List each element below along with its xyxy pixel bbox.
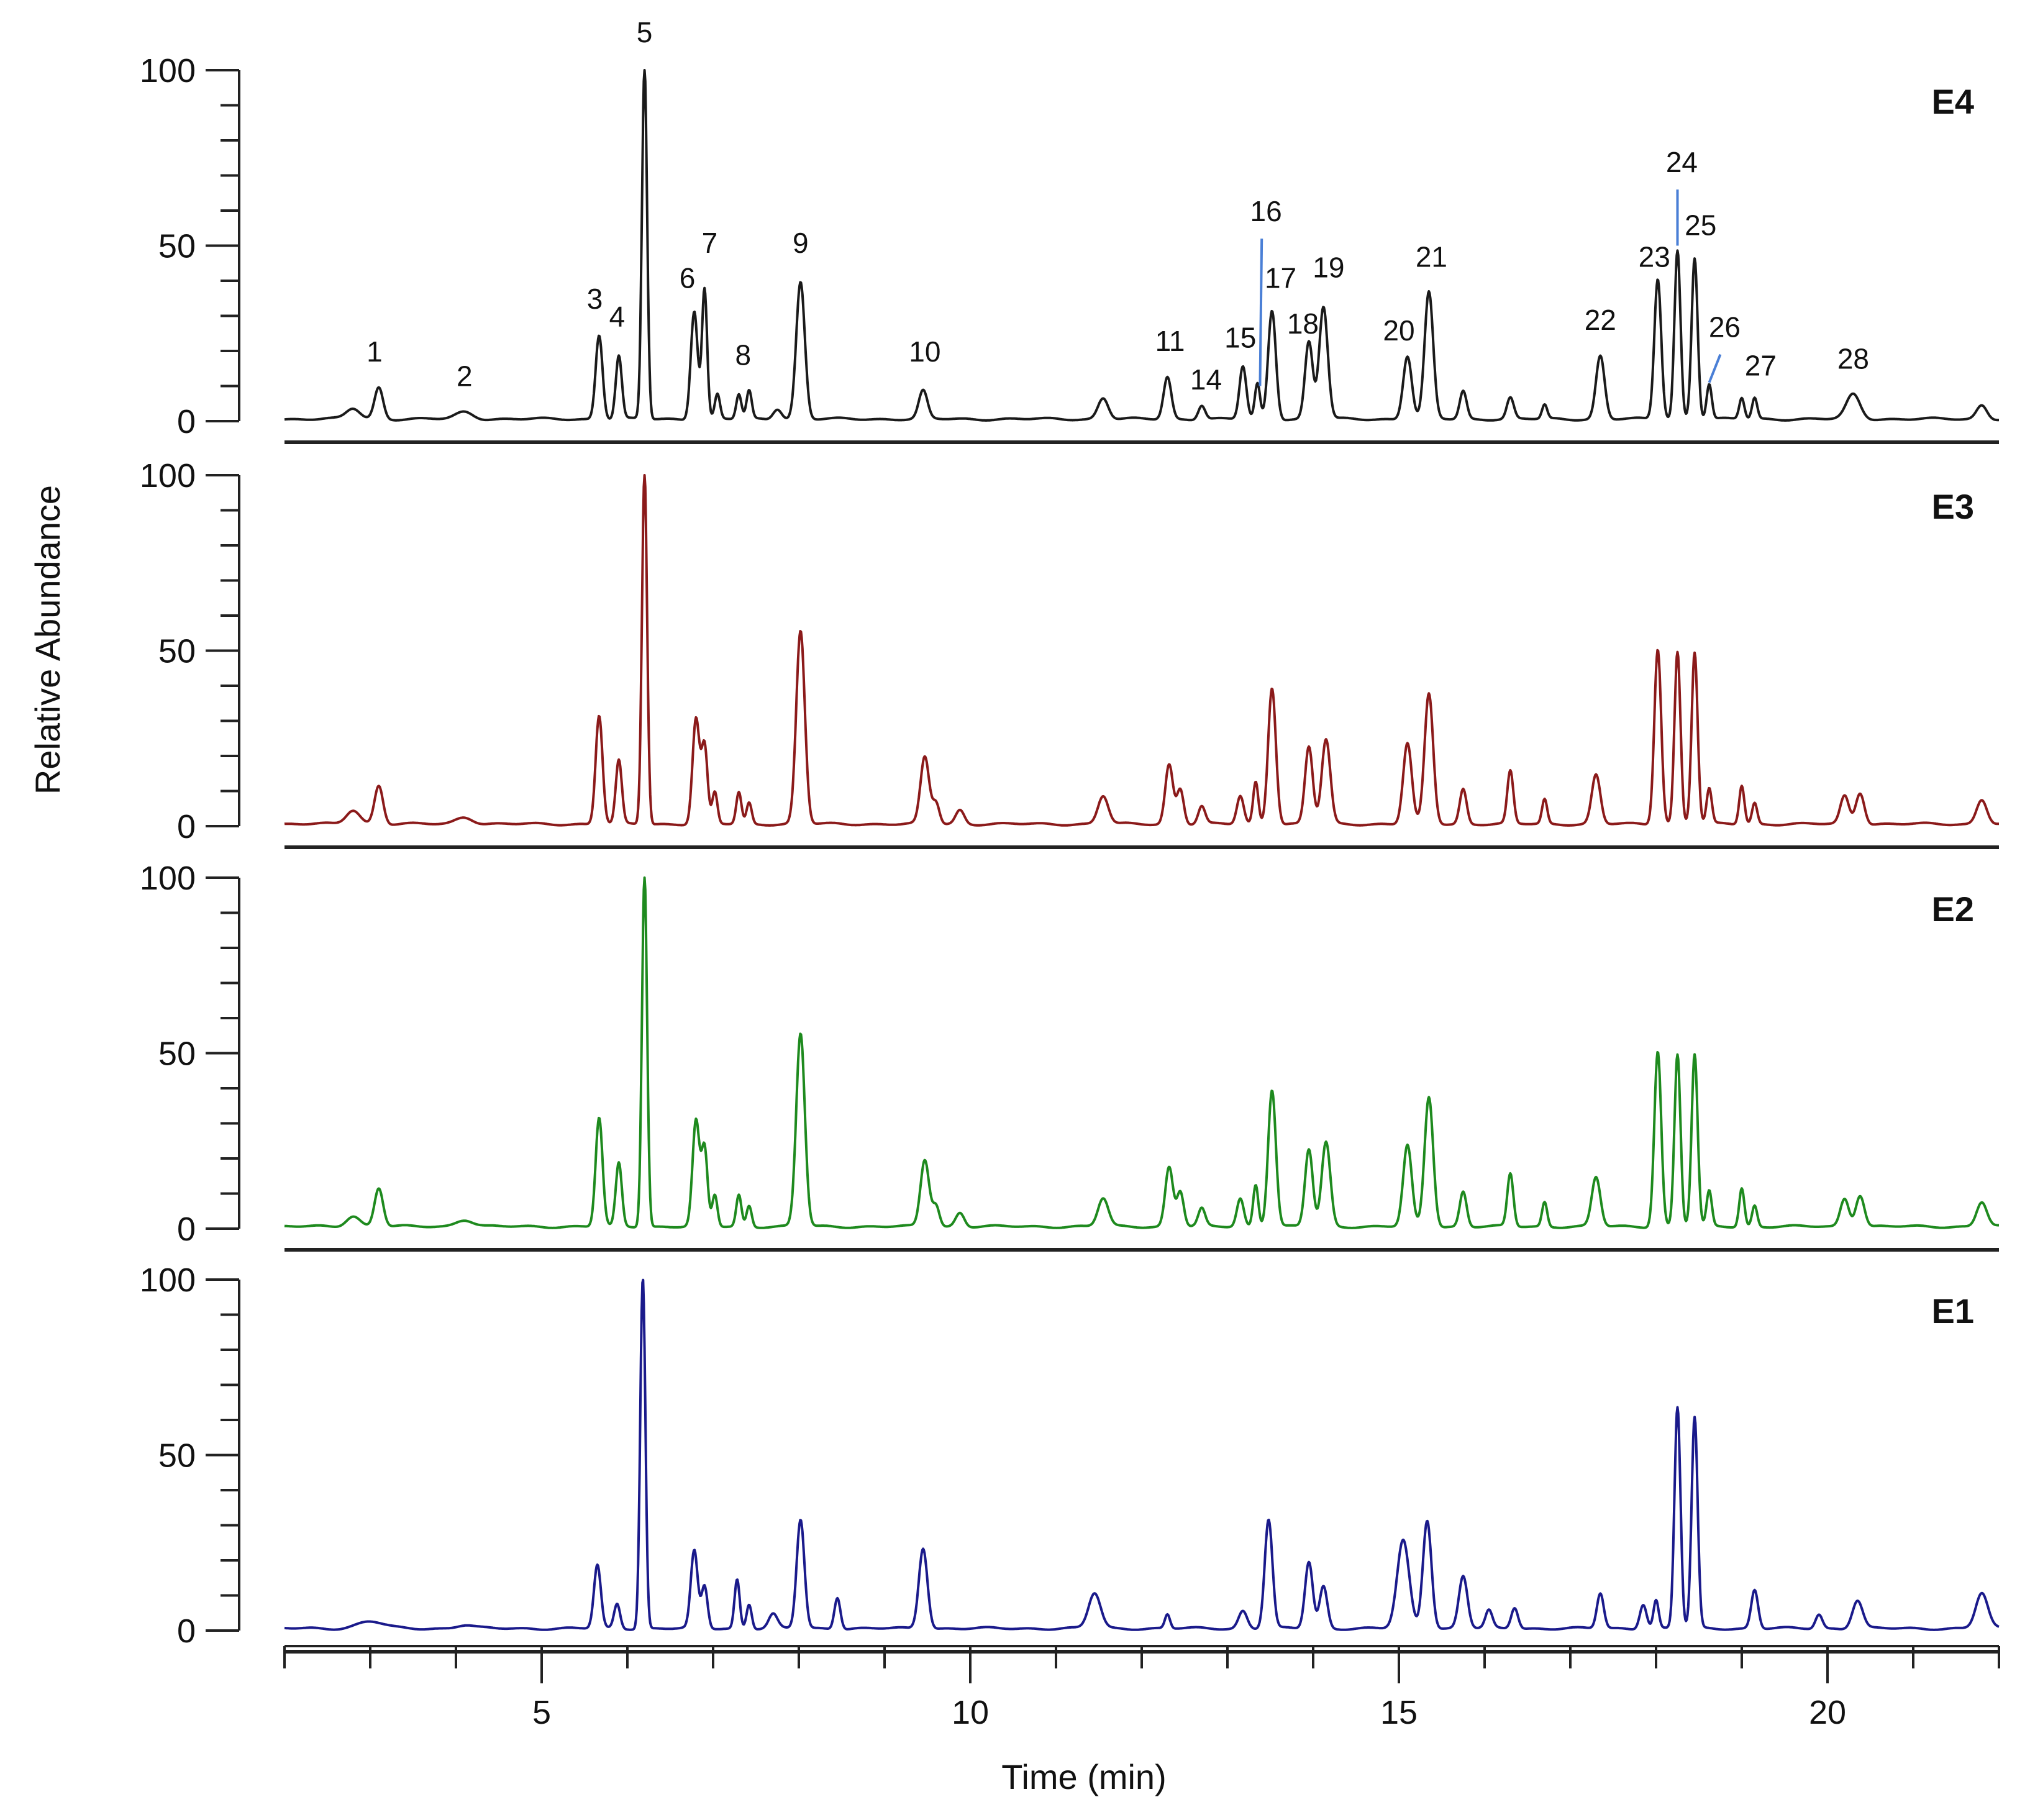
panel-e2: 0 50 100 E2: [140, 860, 2000, 1252]
y-tick-label: 0: [177, 403, 196, 440]
trace-e2: [284, 876, 2000, 1229]
x-tick-label: 20: [1809, 1694, 1846, 1731]
y-tick-label: 100: [140, 1262, 196, 1299]
peak-label-9: 9: [793, 227, 809, 259]
peak-label-23: 23: [1639, 240, 1670, 273]
trace-e1: [284, 1278, 2000, 1631]
x-tick-label: 5: [532, 1694, 551, 1731]
peak-label-15: 15: [1224, 321, 1256, 353]
y-tick-label: 50: [158, 1437, 196, 1475]
peak-label-6: 6: [680, 262, 696, 294]
panel-label-e1: E1: [1932, 1291, 1975, 1331]
panel-label-e4: E4: [1932, 82, 1975, 121]
y-tick-label: 0: [177, 808, 196, 845]
x-axis: 5 10 15 20: [283, 1645, 2000, 1731]
y-tick-label: 0: [177, 1613, 196, 1650]
trace-e4: [284, 69, 2000, 422]
peak-label-19: 19: [1313, 251, 1344, 283]
peak-label-7: 7: [702, 227, 718, 259]
peak-label-22: 22: [1585, 304, 1616, 336]
peak-label-20: 20: [1383, 314, 1414, 347]
y-tick-label: 50: [158, 633, 196, 670]
trace-e3: [284, 474, 2000, 827]
peak-label-17: 17: [1265, 262, 1296, 294]
peak-label-18: 18: [1287, 307, 1319, 340]
peak-label-2: 2: [457, 360, 473, 393]
peak-label-5: 5: [637, 16, 653, 48]
peak-label-21: 21: [1416, 240, 1447, 273]
y-tick-label: 100: [140, 52, 196, 89]
x-axis-title: Time (min): [1001, 1757, 1166, 1796]
peak-label-26: 26: [1709, 311, 1741, 343]
panel-e3: 0 50 100 E3: [140, 457, 2000, 849]
peak-label-25: 25: [1685, 209, 1716, 242]
y-tick-label: 100: [140, 860, 196, 897]
peak-label-11: 11: [1155, 325, 1185, 357]
panel-e1: 0 50 100 E1: [140, 1262, 2000, 1654]
panel-label-e2: E2: [1932, 890, 1975, 929]
peak-label-24: 24: [1666, 146, 1698, 178]
peak-label-28: 28: [1837, 342, 1869, 375]
peak-label-10: 10: [909, 335, 940, 368]
peak-label-16: 16: [1250, 195, 1282, 227]
peak-label-27: 27: [1745, 350, 1777, 382]
peak-label-3: 3: [587, 283, 603, 315]
y-tick-label: 50: [158, 1035, 196, 1073]
peak-label-8: 8: [735, 339, 752, 371]
y-tick-label: 100: [140, 457, 196, 494]
x-tick-label: 15: [1380, 1694, 1418, 1731]
y-tick-label: 0: [177, 1211, 196, 1248]
peak-label-14: 14: [1190, 363, 1222, 396]
y-tick-label: 50: [158, 228, 196, 265]
peak-label-1: 1: [366, 335, 383, 368]
y-axis-title: Relative Abundance: [28, 485, 67, 794]
panel-label-e3: E3: [1932, 487, 1975, 526]
peak-label-4: 4: [609, 300, 626, 332]
peak-leader-line: [1708, 353, 1722, 383]
peak-leader-line: [1259, 239, 1263, 386]
x-tick-label: 10: [952, 1694, 989, 1731]
